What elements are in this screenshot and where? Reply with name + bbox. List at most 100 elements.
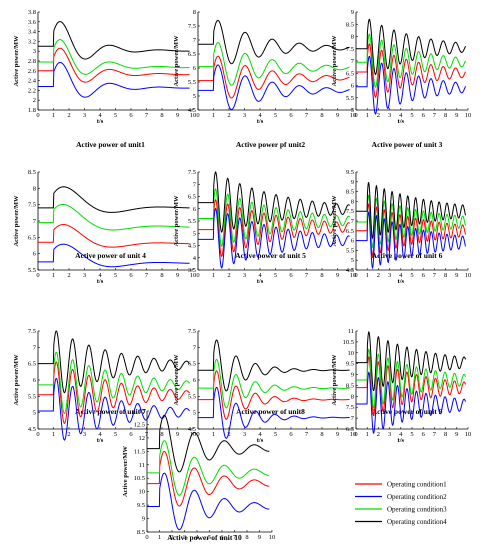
x-axis-label: t/s bbox=[398, 437, 405, 444]
series-line bbox=[38, 47, 190, 83]
x-tick-label: 2 bbox=[170, 534, 173, 541]
x-tick-label: 5 bbox=[114, 272, 117, 279]
series-line bbox=[356, 348, 467, 409]
y-tick-label: 5 bbox=[33, 410, 36, 417]
x-tick-label: 6 bbox=[129, 431, 133, 438]
y-tick-label: 7.5 bbox=[346, 404, 354, 411]
x-tick-label: 9 bbox=[336, 112, 339, 119]
series-line bbox=[38, 377, 190, 441]
x-tick-label: 5 bbox=[274, 112, 277, 119]
x-tick-label: 3 bbox=[83, 112, 86, 119]
x-tick-label: 3 bbox=[83, 431, 86, 438]
y-axis-label: Active power/MW bbox=[13, 195, 20, 247]
series-line bbox=[198, 171, 350, 234]
y-tick-label: 11 bbox=[348, 328, 354, 335]
y-tick-label: 12 bbox=[139, 435, 146, 442]
y-tick-label: 6 bbox=[193, 206, 197, 213]
chart-caption: Active power of unit 7 bbox=[75, 407, 146, 416]
x-tick-label: 10 bbox=[190, 431, 197, 438]
x-tick-label: 10 bbox=[350, 272, 357, 279]
y-tick-label: 7 bbox=[193, 181, 197, 188]
x-tick-label: 2 bbox=[227, 272, 230, 279]
x-tick-label: 5 bbox=[274, 431, 277, 438]
x-tick-label: 1 bbox=[366, 112, 369, 119]
x-tick-label: 10 bbox=[190, 112, 197, 119]
x-tick-label: 6 bbox=[422, 112, 426, 119]
y-tick-label: 13 bbox=[139, 408, 146, 415]
x-tick-label: 4 bbox=[258, 112, 262, 119]
x-tick-label: 2 bbox=[67, 431, 70, 438]
x-tick-label: 1 bbox=[366, 272, 369, 279]
legend-label: Operating condition1 bbox=[387, 481, 447, 489]
series-line bbox=[38, 224, 190, 248]
x-tick-label: 8 bbox=[444, 112, 447, 119]
y-tick-label: 2 bbox=[33, 97, 36, 104]
x-tick-label: 0 bbox=[196, 431, 199, 438]
x-tick-label: 8 bbox=[245, 534, 248, 541]
y-tick-label: 7 bbox=[33, 344, 37, 351]
y-tick-label: 8 bbox=[193, 9, 196, 16]
x-tick-label: 2 bbox=[377, 112, 380, 119]
x-tick-label: 8 bbox=[160, 431, 163, 438]
y-tick-label: 10.5 bbox=[343, 339, 354, 346]
x-tick-label: 1 bbox=[52, 272, 55, 279]
y-tick-label: 2.2 bbox=[28, 87, 36, 94]
series-line bbox=[356, 18, 466, 76]
y-tick-label: 6.5 bbox=[188, 51, 196, 58]
x-tick-label: 4 bbox=[399, 431, 403, 438]
y-tick-label: 7.5 bbox=[188, 169, 196, 176]
y-tick-label: 8 bbox=[351, 34, 354, 41]
y-tick-label: 7.5 bbox=[346, 208, 354, 215]
y-tick-label: 5 bbox=[193, 230, 196, 237]
y-tick-label: 8 bbox=[351, 198, 354, 205]
y-tick-label: 8.5 bbox=[346, 189, 354, 196]
y-tick-label: 7.5 bbox=[28, 328, 36, 335]
series-line bbox=[38, 186, 190, 213]
x-tick-label: 9 bbox=[176, 272, 179, 279]
y-tick-label: 3.6 bbox=[28, 19, 37, 26]
y-tick-label: 5 bbox=[193, 93, 196, 100]
x-tick-label: 0 bbox=[354, 112, 357, 119]
x-tick-label: 7 bbox=[305, 112, 309, 119]
x-tick-label: 6 bbox=[422, 272, 426, 279]
series-line bbox=[198, 339, 350, 392]
x-tick-label: 9 bbox=[455, 272, 458, 279]
x-tick-label: 7 bbox=[433, 272, 437, 279]
x-axis-label: t/s bbox=[97, 278, 104, 285]
x-tick-label: 7 bbox=[433, 112, 437, 119]
x-tick-label: 0 bbox=[36, 431, 39, 438]
series-line bbox=[38, 39, 190, 75]
x-tick-label: 3 bbox=[388, 431, 391, 438]
x-tick-label: 6 bbox=[129, 272, 133, 279]
x-tick-label: 7 bbox=[433, 431, 437, 438]
y-tick-label: 6 bbox=[351, 238, 355, 245]
y-tick-label: 9.5 bbox=[346, 169, 354, 176]
chart-caption: Active power of unit8 bbox=[236, 407, 305, 416]
x-tick-label: 3 bbox=[243, 112, 246, 119]
chart-caption: Active power of unit 6 bbox=[372, 251, 443, 260]
y-tick-label: 6.5 bbox=[188, 361, 196, 368]
x-tick-label: 7 bbox=[305, 272, 309, 279]
x-tick-label: 9 bbox=[455, 112, 458, 119]
y-tick-label: 8 bbox=[33, 185, 36, 192]
x-tick-label: 8 bbox=[160, 272, 163, 279]
y-tick-label: 9.5 bbox=[346, 361, 354, 368]
x-tick-label: 5 bbox=[410, 431, 413, 438]
y-tick-label: 6 bbox=[193, 377, 197, 384]
series-line bbox=[198, 55, 350, 99]
y-tick-label: 2.4 bbox=[28, 78, 37, 85]
series-line bbox=[356, 55, 466, 115]
x-axis-label: t/s bbox=[257, 278, 264, 285]
legend: Operating condition1 Operating condition2… bbox=[355, 481, 447, 526]
x-axis-label: t/s bbox=[398, 278, 405, 285]
x-tick-label: 6 bbox=[220, 534, 224, 541]
x-tick-label: 8 bbox=[444, 272, 447, 279]
y-tick-label: 4.5 bbox=[346, 267, 354, 274]
y-tick-label: 7 bbox=[351, 415, 355, 422]
x-tick-label: 0 bbox=[354, 431, 357, 438]
x-axis-label: t/s bbox=[97, 437, 104, 444]
chart-panel-8: 4.5 5 5.5 6 6.5 7 7.5 0 1 2 3 4 5 6 7 8 9 10 Active power/… bbox=[173, 328, 356, 444]
y-tick-label: 5.5 bbox=[188, 393, 196, 400]
x-tick-label: 3 bbox=[243, 272, 246, 279]
series-line bbox=[38, 330, 190, 394]
